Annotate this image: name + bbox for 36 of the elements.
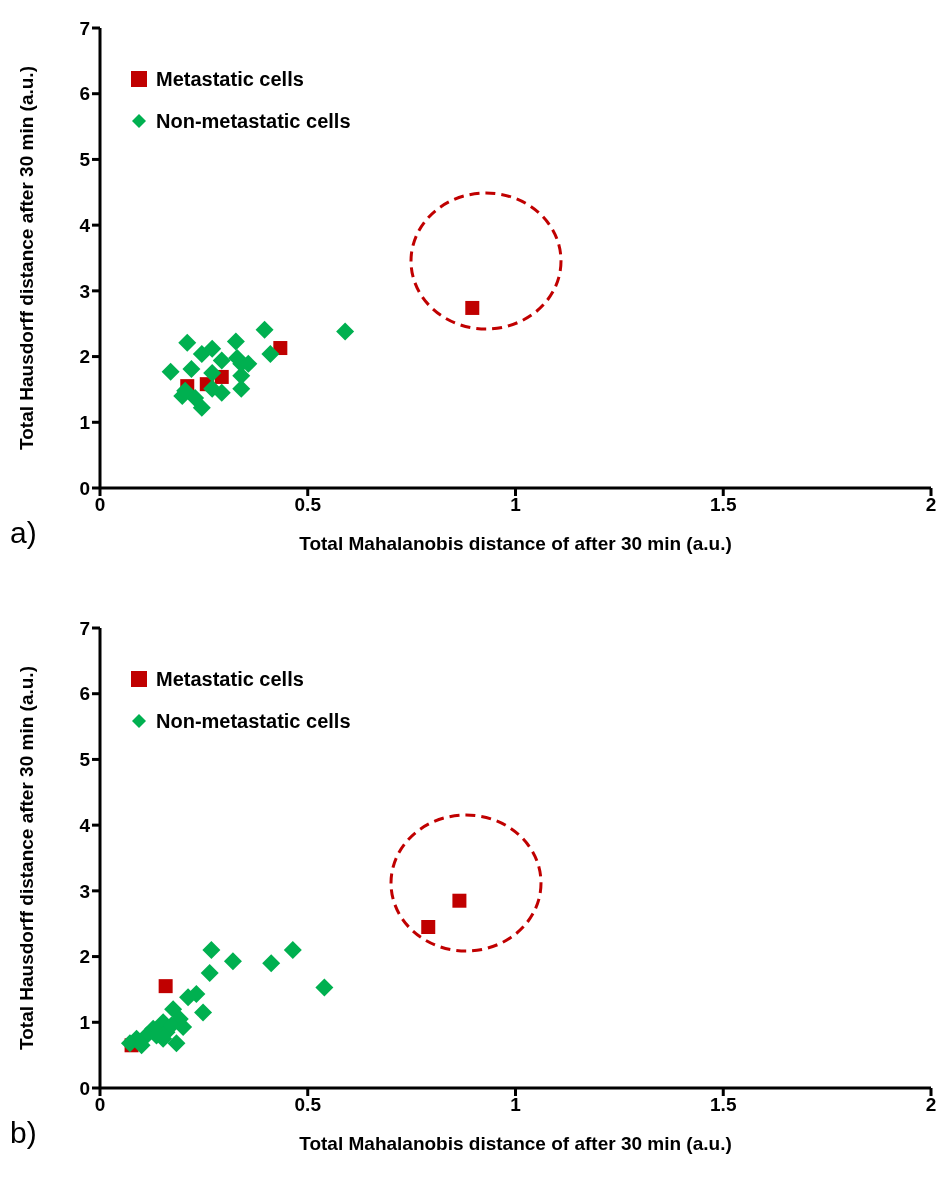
y-tick-label: 1	[79, 412, 91, 434]
y-tick-label: 5	[79, 149, 91, 171]
y-tick-label: 6	[79, 683, 90, 705]
y-tick-label: 3	[79, 880, 90, 902]
legend-label: Non-metastatic cells	[156, 109, 351, 134]
text: b)	[10, 1116, 37, 1150]
x-tick-label: 2	[925, 1094, 937, 1116]
x-tick-label: 0	[94, 494, 106, 516]
y-tick-label: 6	[79, 83, 90, 105]
y-tick-label: 3	[79, 280, 90, 302]
y-tick-label: 7	[79, 17, 90, 39]
y-axis-title: Total Hausdorff distance after 30 min (a.u.)	[16, 66, 38, 450]
y-tick-label: 4	[79, 214, 91, 236]
x-tick-label: 1	[510, 1094, 522, 1116]
x-axis-title: Total Mahalanobis distance of after 30 min (a.u.)	[299, 1133, 732, 1154]
y-tick-label: 1	[79, 1012, 91, 1034]
legend-label: Non-metastatic cells	[156, 709, 351, 734]
x-tick-label: 0.5	[294, 494, 322, 516]
x-tick-label: 1	[510, 494, 522, 516]
x-axis-title: Total Mahalanobis distance of after 30 min (a.u.)	[299, 533, 732, 554]
y-tick-label: 2	[79, 946, 90, 968]
x-tick-label: 1.5	[710, 1094, 737, 1116]
y-tick-label: 4	[79, 814, 91, 836]
legend-label: Metastatic cells	[156, 667, 304, 692]
x-tick-label: 1.5	[710, 494, 737, 516]
y-tick-label: 0	[79, 477, 90, 499]
y-tick-label: 7	[79, 617, 90, 639]
y-tick-label: 0	[79, 1077, 90, 1099]
y-tick-label: 5	[79, 749, 91, 771]
x-tick-label: 0.5	[294, 1094, 322, 1116]
y-axis-title: Total Hausdorff distance after 30 min (a.u.)	[16, 666, 38, 1050]
x-tick-label: 0	[94, 1094, 106, 1116]
legend-label: Metastatic cells	[156, 67, 304, 92]
text: a)	[10, 516, 37, 550]
y-tick-label: 2	[79, 346, 90, 368]
x-tick-label: 2	[925, 494, 937, 516]
